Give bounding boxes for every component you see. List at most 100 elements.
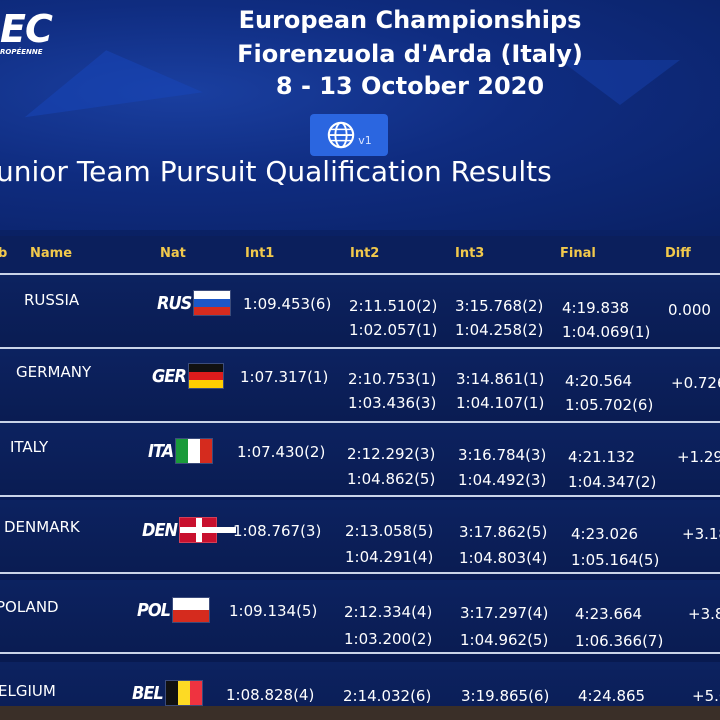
column-header-name: Name [30, 246, 73, 261]
table-row: RUSSIA RUS 1:09.453(6) 2:11.510(2) 1:02.… [0, 275, 720, 349]
row-divider [0, 421, 720, 423]
table-row: GERMANY GER 1:07.317(1) 2:10.753(1) 1:03… [0, 349, 720, 423]
team-name: GERMANY [16, 363, 92, 381]
table-row: DENMARK DEN 1:08.767(3) 2:13.058(5) 1:04… [0, 500, 720, 574]
column-header-final: Final [560, 246, 596, 261]
decorative-star-shape-right [560, 60, 680, 105]
language-button[interactable]: v1 [310, 114, 388, 156]
diff-value: +0.726 [671, 374, 720, 392]
uec-logo: EC ROPÉENNE [0, 7, 53, 56]
int2-split: 1:04.291(4) [345, 548, 434, 566]
table-header: b Name Nat Int1 Int2 Int3 Final Diff [0, 236, 720, 274]
italy-flag-icon [175, 438, 214, 464]
int3-split: 1:04.107(1) [456, 394, 545, 412]
nation-code: BEL [132, 682, 164, 704]
version-label: v1 [358, 133, 372, 147]
nation-flag: RUS [157, 290, 232, 316]
row-divider [0, 652, 720, 654]
row-divider [0, 347, 720, 349]
russia-flag-icon [193, 290, 232, 316]
nation-code: GER [152, 365, 187, 387]
int2-split: 1:03.436(3) [348, 394, 437, 412]
header-divider [0, 273, 720, 275]
final-time: 4:24.865 [578, 687, 646, 705]
final-split: 1:05.702(6) [565, 396, 654, 414]
int2-split: 1:03.200(2) [344, 630, 433, 648]
final-time: 4:21.132 [568, 448, 636, 466]
int3-split: 1:04.258(2) [455, 321, 544, 339]
int1-time: 1:09.453(6) [243, 295, 332, 313]
diff-value: +5.0 [692, 687, 720, 705]
logo-text: EC [0, 7, 53, 51]
int2-time: 2:12.334(4) [344, 603, 433, 621]
column-header-rank: b [0, 246, 8, 261]
diff-value: +3.18 [682, 525, 720, 543]
int3-time: 3:15.768(2) [455, 297, 544, 315]
int2-time: 2:10.753(1) [348, 370, 437, 388]
column-header-int1: Int1 [245, 246, 275, 261]
int2-split: 1:02.057(1) [349, 321, 438, 339]
int3-split: 1:04.803(4) [459, 549, 548, 567]
nation-code: RUS [157, 292, 192, 314]
team-name: ELGIUM [0, 682, 56, 700]
int2-time: 2:13.058(5) [345, 522, 434, 540]
monitor-bezel [0, 706, 720, 720]
event-dates: 8 - 13 October 2020 [275, 72, 545, 100]
nation-flag: ITA [148, 438, 214, 464]
int3-split: 1:04.962(5) [460, 631, 549, 649]
nation-flag: POL [137, 597, 210, 623]
diff-value: +3.8 [688, 605, 720, 623]
int1-time: 1:07.317(1) [240, 368, 329, 386]
event-name: European Championships [238, 6, 582, 34]
int2-time: 2:12.292(3) [347, 445, 436, 463]
int2-time: 2:14.032(6) [343, 687, 432, 705]
team-name: POLAND [0, 598, 59, 616]
final-time: 4:23.026 [571, 525, 639, 543]
final-split: 1:04.069(1) [562, 323, 651, 341]
final-split: 1:06.366(7) [575, 632, 664, 650]
globe-icon [328, 121, 355, 149]
logo-subtext: ROPÉENNE [0, 48, 43, 56]
column-header-int2: Int2 [350, 246, 380, 261]
int2-time: 2:11.510(2) [349, 297, 438, 315]
nation-flag: GER [152, 363, 224, 389]
int3-time: 3:16.784(3) [458, 446, 547, 464]
nation-flag: DEN [142, 517, 237, 543]
event-venue: Fiorenzuola d'Arda (Italy) [237, 40, 583, 68]
column-header-nat: Nat [160, 246, 186, 261]
column-header-int3: Int3 [455, 246, 485, 261]
team-name: ITALY [10, 438, 49, 456]
int1-time: 1:07.430(2) [237, 443, 326, 461]
int3-time: 3:19.865(6) [461, 687, 550, 705]
row-divider [0, 495, 720, 497]
int3-time: 3:14.861(1) [456, 370, 545, 388]
int1-time: 1:08.828(4) [226, 686, 315, 704]
table-row: ITALY ITA 1:07.430(2) 2:12.292(3) 1:04.8… [0, 423, 720, 497]
final-time: 4:20.564 [565, 372, 633, 390]
int3-time: 3:17.297(4) [460, 604, 549, 622]
germany-flag-icon [187, 363, 224, 389]
int2-split: 1:04.862(5) [347, 470, 436, 488]
nation-flag: BEL [132, 680, 203, 706]
nation-code: DEN [142, 519, 178, 541]
row-divider [0, 572, 720, 574]
int3-split: 1:04.492(3) [458, 471, 547, 489]
belgium-flag-icon [164, 680, 203, 706]
final-split: 1:05.164(5) [571, 551, 660, 569]
final-split: 1:04.347(2) [568, 473, 657, 491]
team-name: RUSSIA [24, 291, 80, 309]
final-time: 4:19.838 [562, 299, 630, 317]
int1-time: 1:08.767(3) [233, 522, 322, 540]
int3-time: 3:17.862(5) [459, 523, 548, 541]
poland-flag-icon [171, 597, 210, 623]
team-name: DENMARK [4, 518, 80, 536]
final-time: 4:23.664 [575, 605, 643, 623]
table-row: POLAND POL 1:09.134(5) 2:12.334(4) 1:03.… [0, 580, 720, 654]
diff-value: +1.29 [677, 448, 720, 466]
column-header-diff: Diff [665, 246, 691, 261]
diff-value: 0.000 [668, 301, 711, 319]
nation-code: POL [137, 599, 171, 621]
int1-time: 1:09.134(5) [229, 602, 318, 620]
nation-code: ITA [148, 440, 174, 462]
